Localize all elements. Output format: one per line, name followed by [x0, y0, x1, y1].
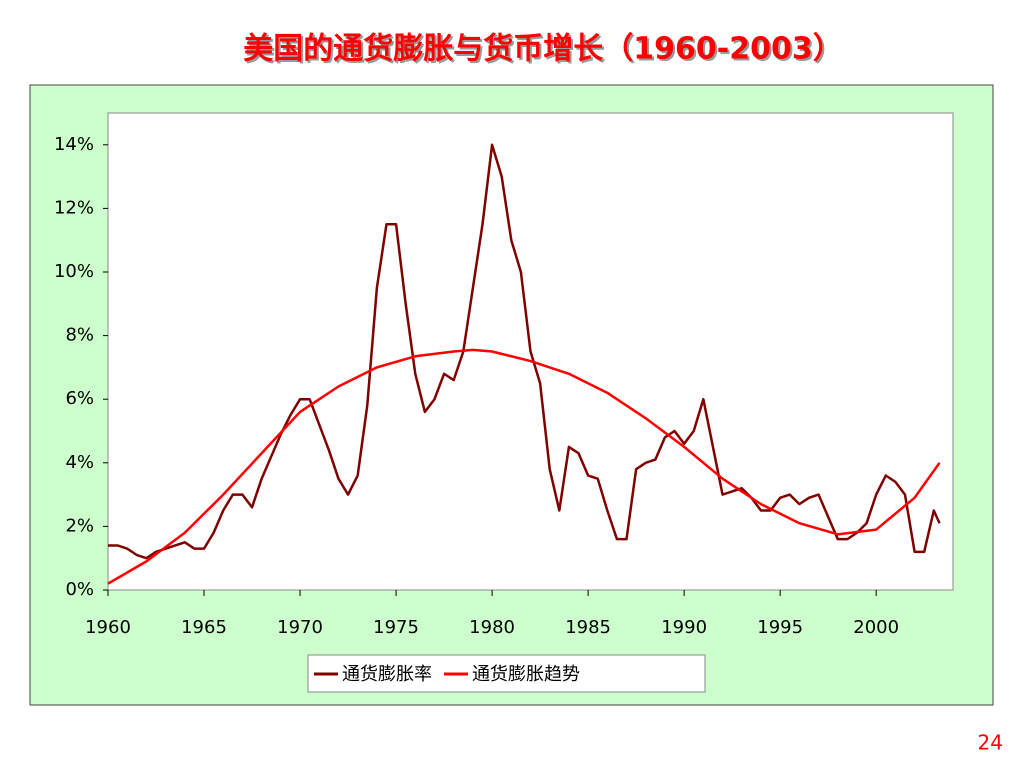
x-tick-label: 1995 [757, 617, 803, 638]
y-tick-label: 14% [54, 134, 94, 155]
y-tick-label: 8% [65, 325, 94, 346]
x-tick-label: 1980 [469, 617, 515, 638]
y-tick-label: 6% [65, 388, 94, 409]
x-tick-label: 1975 [373, 617, 419, 638]
y-tick-label: 12% [54, 197, 94, 218]
chart-title: 美国的通货膨胀与货币增长（1960-2003） [243, 32, 842, 67]
series-line [107, 348, 941, 585]
y-tick-label: 10% [54, 261, 94, 282]
chart: 0% 2% 4% 6% 8% 10% 12% 14% 1960 1965 1970 1975 1980 1… [54, 134, 941, 685]
title-shadow: 美国的通货膨胀与货币增长（1960-2003） [245, 34, 844, 69]
series-line [108, 143, 941, 560]
x-tick-label: 1965 [181, 617, 227, 638]
y-tick-label: 0% [65, 579, 94, 600]
x-tick-label: 2000 [853, 617, 899, 638]
y-tick-label: 2% [65, 515, 94, 536]
x-tick-label: 1990 [661, 617, 707, 638]
y-tick-label: 4% [65, 452, 94, 473]
legend-label: 通货膨胀率 [342, 664, 432, 685]
x-tick-label: 1970 [277, 617, 323, 638]
x-tick-label: 1960 [85, 617, 131, 638]
x-tick-label: 1985 [565, 617, 611, 638]
legend-label: 通货膨胀趋势 [472, 664, 580, 685]
page-number: 24 [978, 731, 1003, 755]
legend-box [307, 654, 706, 693]
